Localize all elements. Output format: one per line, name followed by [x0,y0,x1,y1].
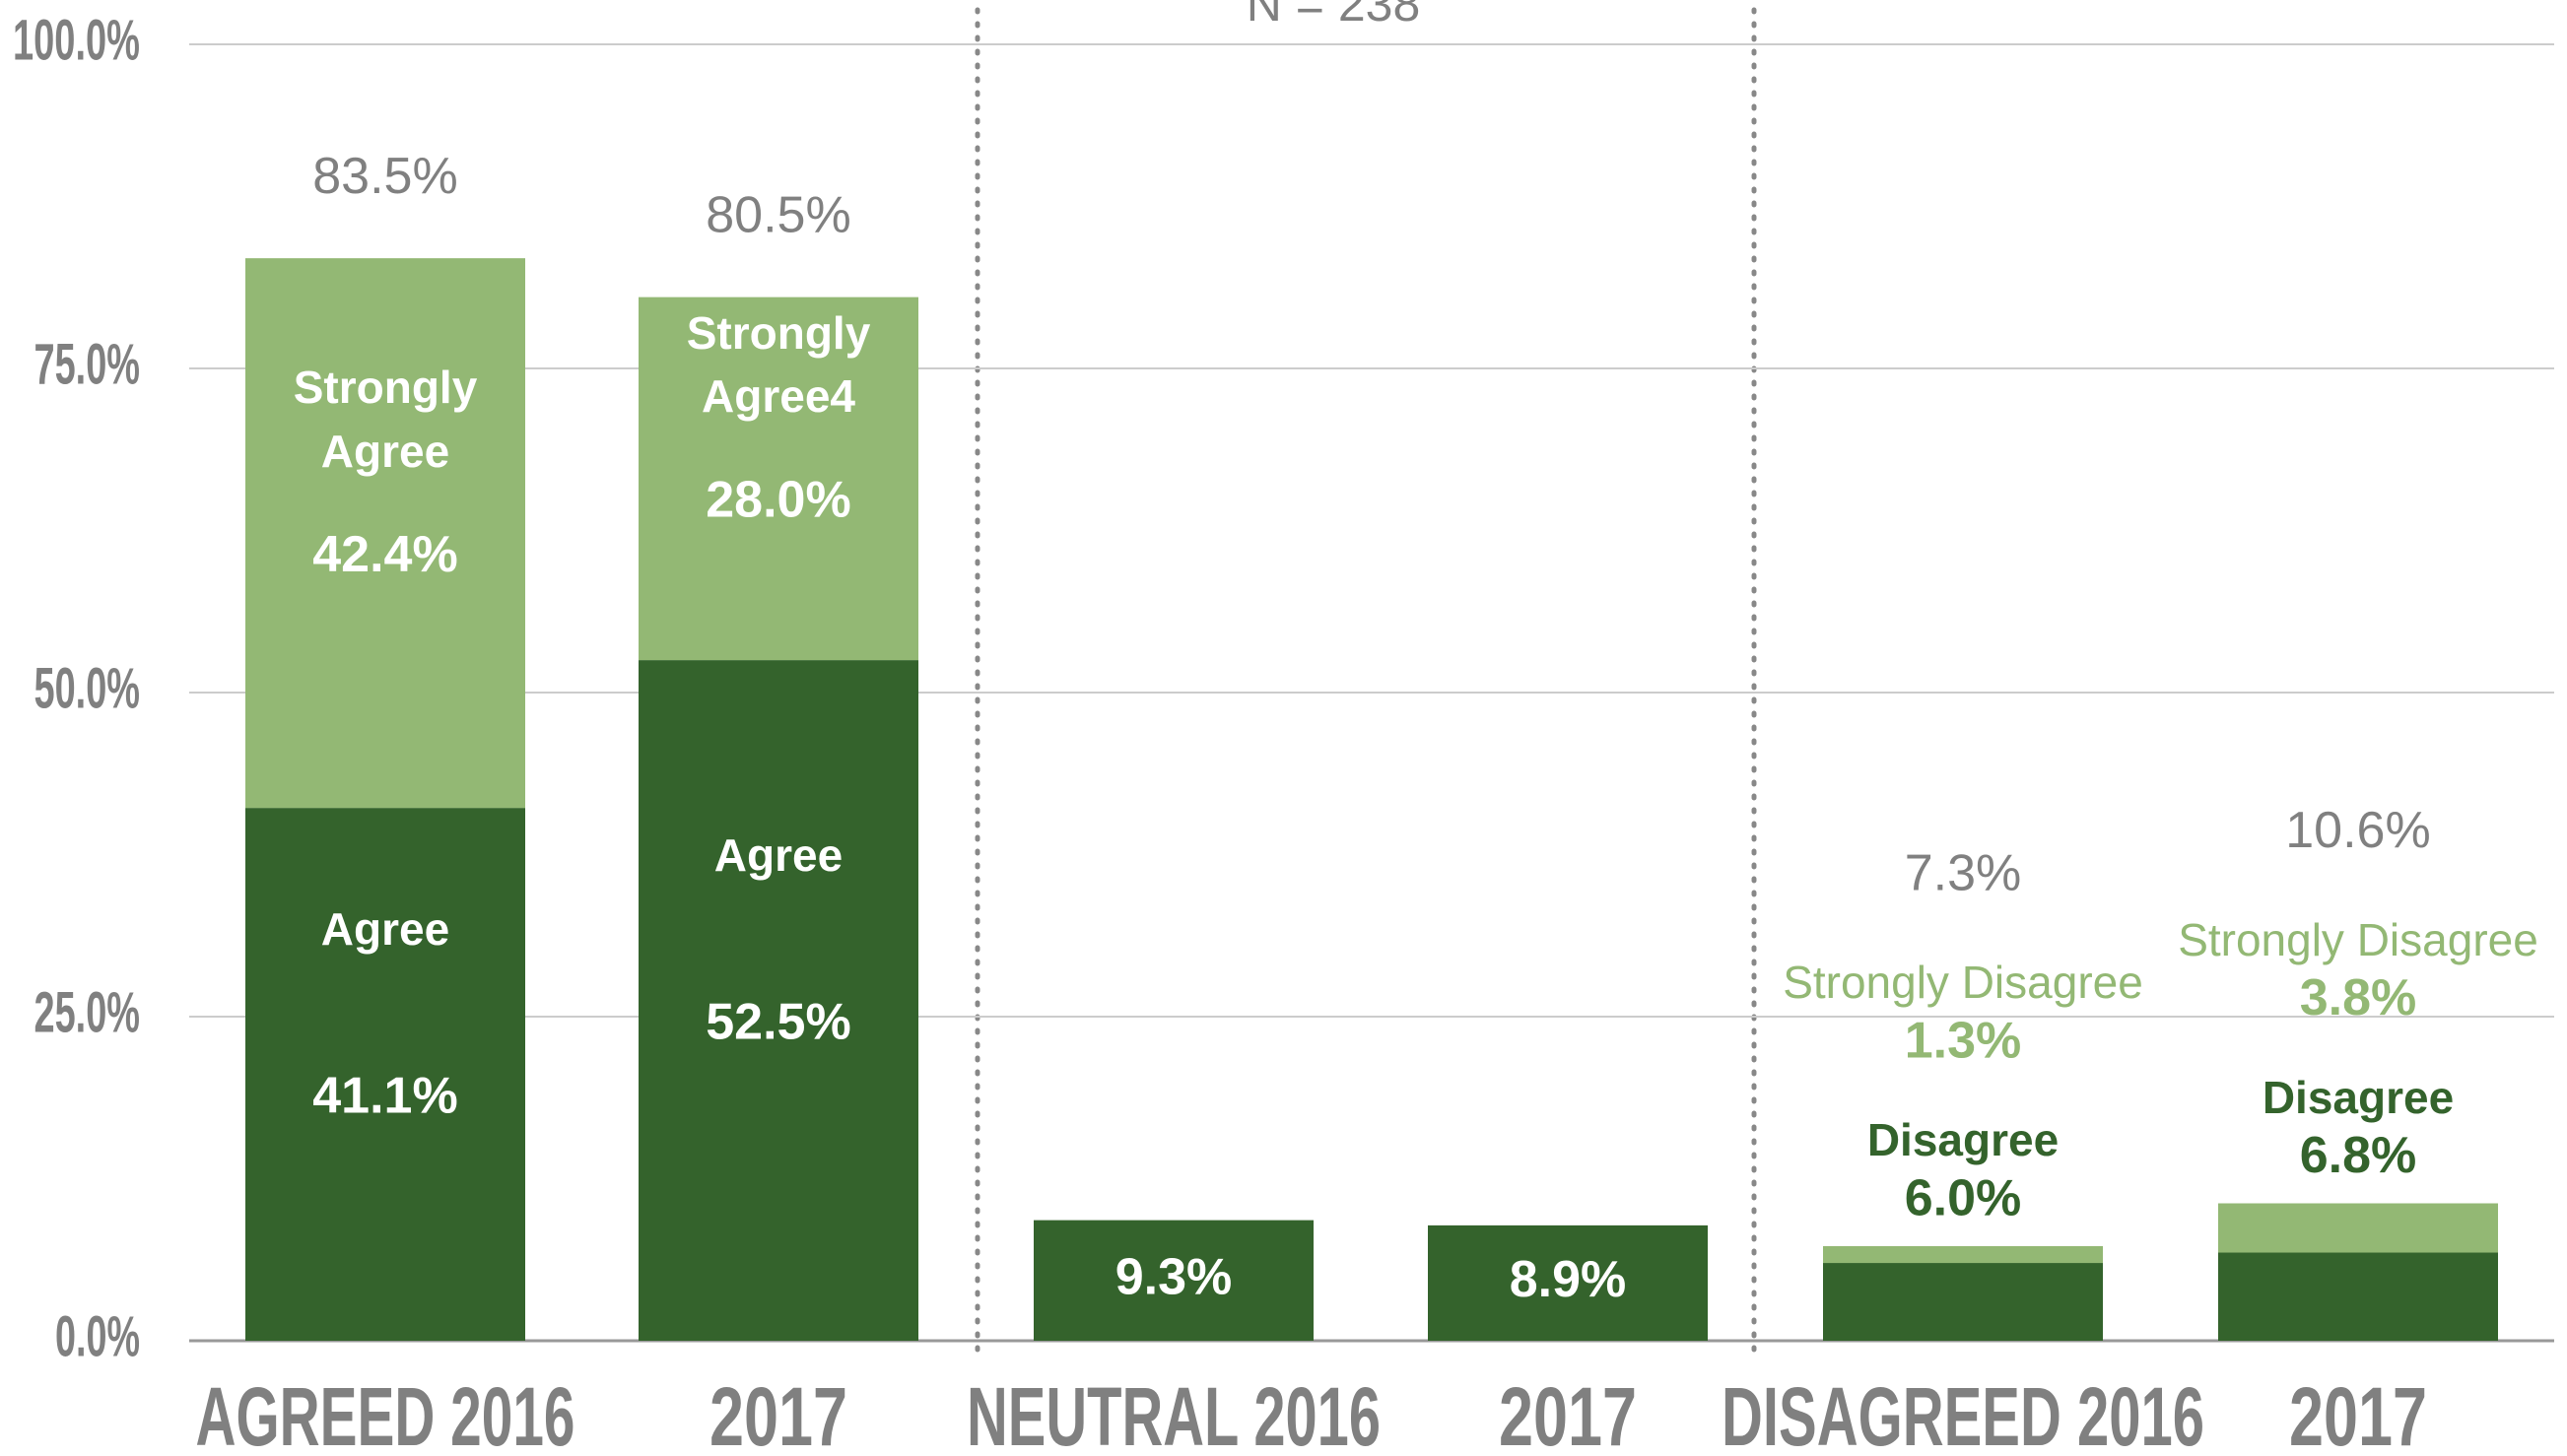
total-label: 10.6% [2285,802,2430,859]
segment-label: Strongly Agree4 [686,306,871,423]
value-label: 9.3% [1115,1249,1233,1306]
y-tick-label: 25.0% [34,980,141,1044]
x-tick-label: NEUTRAL 2016 [967,1370,1381,1456]
value-label: 6.0% [1905,1170,2022,1227]
bar-segment [2218,1252,2498,1341]
value-label: 42.4% [312,526,457,583]
bar-segment [1428,1224,1708,1341]
segment-label: Strongly Disagree [1783,956,2143,1008]
total-label: 83.5% [312,148,457,205]
x-tick-label: DISAGREED 2016 [1722,1370,2204,1456]
y-tick-label: 100.0% [13,8,140,72]
segment-label: Disagree [2262,1071,2455,1123]
y-tick-label: 0.0% [55,1304,140,1368]
x-tick-label: 2017 [2289,1370,2427,1456]
segment-label: Strongly Agree [293,362,478,477]
segment-label: Agree [713,828,844,881]
value-label: 8.9% [1510,1251,1627,1308]
x-tick-label: AGREED 2016 [196,1370,575,1456]
value-label: 3.8% [2300,969,2417,1026]
segment-label: Disagree [1866,1113,2060,1165]
bar-segment [245,258,525,809]
value-label: 1.3% [1905,1013,2022,1070]
segment-label: Strongly Disagree [2178,913,2538,965]
x-tick-label: 2017 [1499,1370,1637,1456]
bar-segment [1823,1245,2103,1264]
value-label: 52.5% [706,993,850,1050]
total-label: 80.5% [706,186,850,243]
y-tick-label: 75.0% [34,332,141,396]
x-tick-label: 2017 [709,1370,847,1456]
value-label: 28.0% [706,472,850,529]
segment-label: Agree [320,902,450,955]
total-label: 7.3% [1905,845,2022,902]
subtitle: N = 238 [1247,0,1421,32]
bar-segment [2218,1203,2498,1253]
bar-segment [639,297,918,661]
bar-segment [639,660,918,1341]
bar-segment [1034,1220,1314,1341]
y-tick-label: 50.0% [34,656,141,720]
bar-segment [245,808,525,1341]
value-label: 41.1% [312,1067,457,1124]
value-label: 6.8% [2300,1127,2417,1184]
bar-segment [1823,1263,2103,1341]
